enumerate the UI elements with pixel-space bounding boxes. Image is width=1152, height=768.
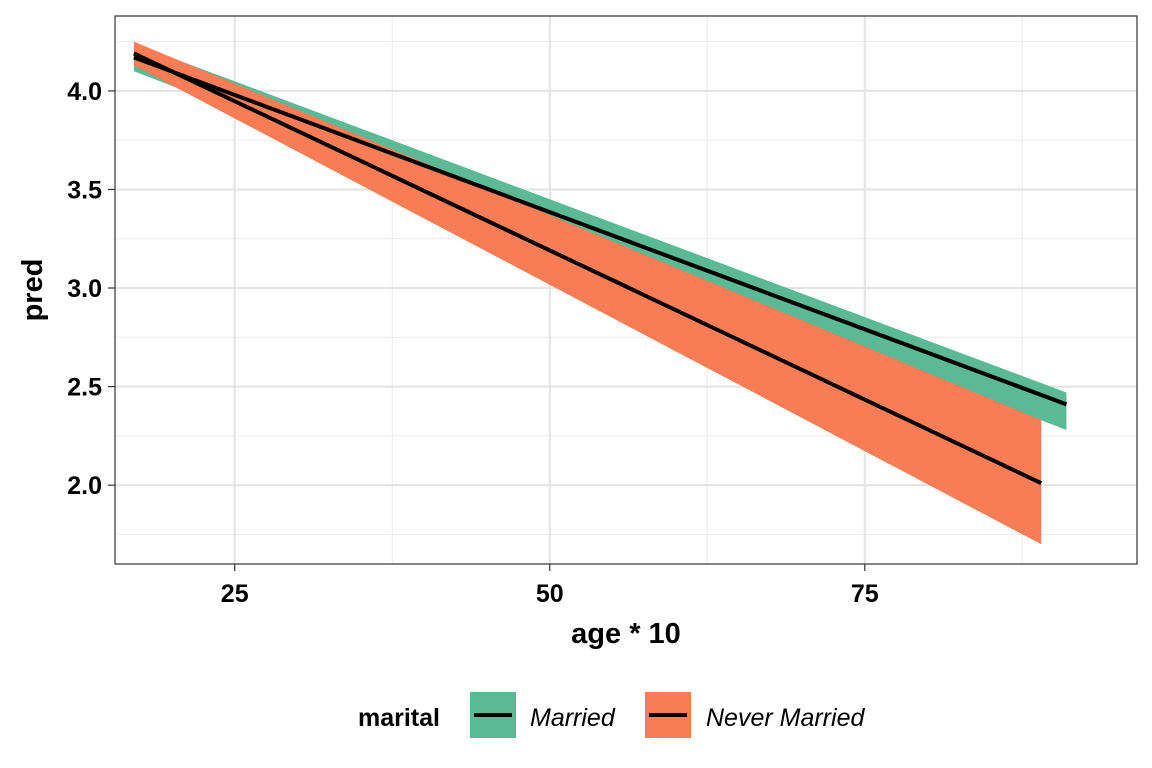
x-tick-label: 50	[536, 580, 564, 608]
legend-label-never-married: Never Married	[706, 704, 865, 732]
confidence-bands	[133, 41, 1067, 545]
y-tick-label: 2.5	[67, 374, 102, 402]
y-axis-title: pred	[17, 259, 49, 322]
y-axis-ticks: 2.0 2.5 3.0 3.5 4.0	[67, 78, 115, 500]
legend-title: marital	[358, 704, 440, 732]
legend-label-married: Married	[530, 704, 616, 732]
x-tick-label: 75	[851, 580, 879, 608]
prediction-lines	[133, 51, 1068, 485]
x-tick-label: 25	[221, 580, 249, 608]
line-married	[133, 55, 1068, 407]
y-tick-label: 3.0	[67, 275, 102, 303]
band-never-married	[133, 41, 1042, 545]
x-axis-title: age * 10	[571, 618, 681, 650]
y-tick-label: 3.5	[67, 176, 102, 204]
plot-border	[114, 15, 1138, 565]
legend-item-married: Married	[470, 692, 616, 738]
y-tick-label: 4.0	[67, 78, 102, 106]
y-tick-label: 2.0	[67, 472, 102, 500]
x-axis-ticks: 25 50 75	[221, 564, 879, 608]
line-never-married	[133, 51, 1043, 485]
legend: marital Married Never Married	[358, 692, 865, 738]
legend-item-never-married: Never Married	[645, 692, 865, 738]
